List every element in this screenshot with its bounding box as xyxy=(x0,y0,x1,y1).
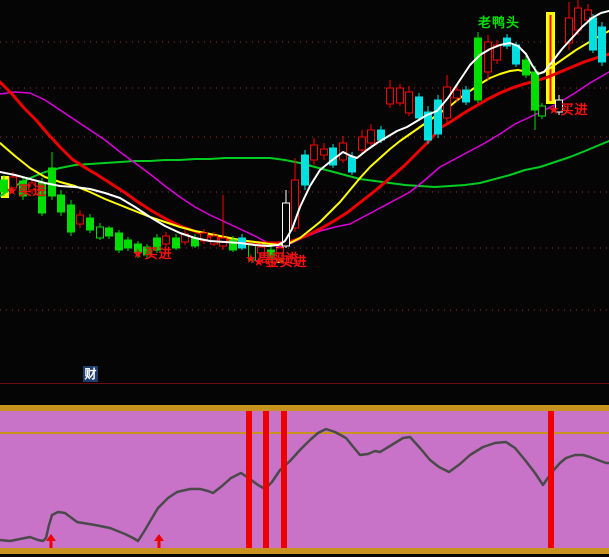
candle-body xyxy=(574,7,582,31)
candle-body xyxy=(310,144,318,161)
candle-body xyxy=(57,194,65,213)
candle-body xyxy=(598,26,606,63)
candle-body xyxy=(28,182,36,191)
candle-body xyxy=(229,239,237,251)
candle-body xyxy=(386,87,394,105)
candle-body xyxy=(301,154,309,186)
candle-body xyxy=(162,235,170,245)
sub-indicator-chart[interactable] xyxy=(0,400,609,557)
label-buy-signal-mid: ★买进 xyxy=(132,246,173,261)
up-arrow-icon xyxy=(154,534,164,541)
indicator-value-line xyxy=(0,427,609,543)
label-buy-signal-right: ★买进 xyxy=(548,102,589,117)
sub-indicator-badge[interactable]: 财 xyxy=(83,366,98,382)
candle-body xyxy=(124,239,132,249)
candle-body xyxy=(503,37,511,47)
candle-body xyxy=(358,136,366,151)
candle-body xyxy=(143,246,151,256)
candle-body xyxy=(48,167,56,197)
candle-body xyxy=(134,243,142,253)
panel-top-border xyxy=(0,405,609,411)
ma-red xyxy=(0,52,609,245)
candle-body xyxy=(67,204,75,233)
candle-body xyxy=(172,237,180,249)
candle-body xyxy=(415,96,423,119)
indicator-panel-background xyxy=(0,411,609,548)
indicator-signal-bar xyxy=(263,411,269,548)
candle-body xyxy=(493,44,501,61)
up-arrow-icon xyxy=(46,534,56,541)
candle-body xyxy=(348,156,356,173)
panel-bottom-border xyxy=(0,548,609,554)
candle-body xyxy=(96,226,104,239)
candle-body xyxy=(267,249,275,259)
indicator-signal-bar xyxy=(548,411,554,548)
signal-bar-core xyxy=(549,15,552,101)
candle-body xyxy=(474,37,482,101)
candle-body xyxy=(424,111,432,141)
candle-body xyxy=(200,232,208,242)
candle-body xyxy=(86,217,94,231)
candle-body xyxy=(522,59,530,76)
label-buy-signal-left: ★买进 xyxy=(6,183,47,198)
candle-body xyxy=(405,91,413,114)
label-laoyatou: 老鸭头 xyxy=(478,15,521,30)
candle-body xyxy=(115,232,123,251)
indicator-signal-bar xyxy=(281,411,287,548)
candle-body xyxy=(367,129,375,144)
candle-body xyxy=(484,41,492,73)
candle-body xyxy=(538,105,546,117)
candle-body xyxy=(19,180,27,197)
ma-yellow xyxy=(0,30,609,246)
candle-body xyxy=(320,148,328,156)
candle-body xyxy=(153,237,161,251)
candle-body xyxy=(291,179,299,229)
label-golden-buy-signal: ★金买进 xyxy=(253,254,308,269)
candle-body xyxy=(555,99,563,113)
candle-body xyxy=(453,89,461,99)
candle-body xyxy=(257,246,265,254)
ma-white xyxy=(0,10,609,247)
candle-body xyxy=(210,235,218,245)
candle-body xyxy=(76,214,84,225)
main-candlestick-chart[interactable] xyxy=(0,0,609,400)
candle-body xyxy=(282,202,290,247)
candle-body xyxy=(589,17,597,51)
candle-body xyxy=(396,87,404,104)
candle-body xyxy=(276,247,284,259)
up-arrow-stem xyxy=(157,540,161,548)
candle-body xyxy=(531,71,539,111)
panel-separator-line xyxy=(0,383,609,384)
candle-body xyxy=(462,89,470,103)
candle-body xyxy=(584,9,592,21)
candle-body xyxy=(434,99,442,135)
indicator-signal-bar xyxy=(246,411,252,548)
up-arrow-stem xyxy=(49,540,53,548)
label-weekly-buy-signal: ★周买进 xyxy=(245,251,300,266)
candle-body xyxy=(565,17,573,44)
candle-body xyxy=(105,227,113,237)
candle-body xyxy=(9,176,17,189)
candle-body xyxy=(0,179,8,193)
